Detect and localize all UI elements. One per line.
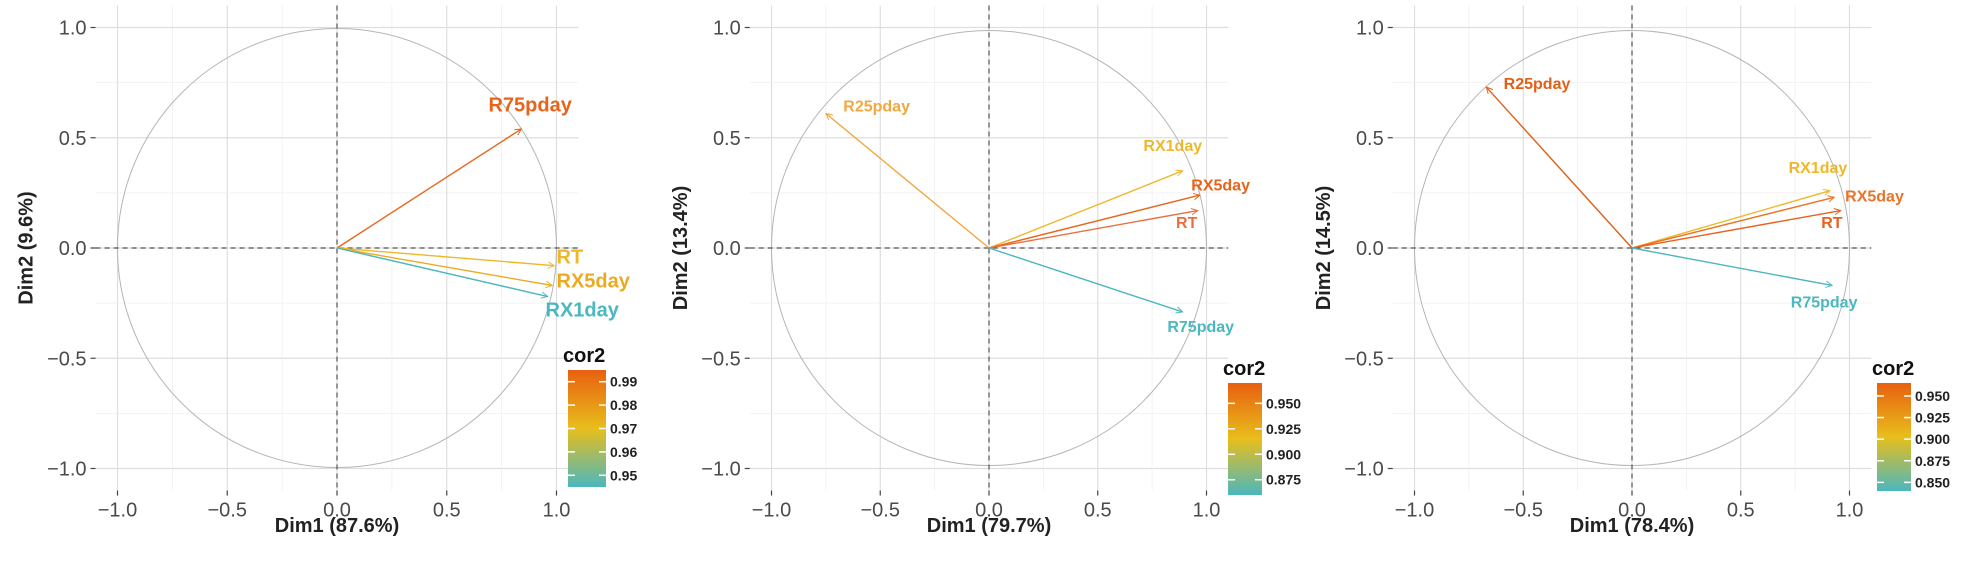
variable-label-rx1day: RX1day: [1789, 160, 1848, 177]
variable-arrows: R25pday RX1day RX5day RT R75pday: [826, 98, 1250, 336]
legend-colorbar: cor2 0.875 0.900 0.925 0.950: [1223, 358, 1301, 495]
arrow-rt: [1631, 211, 1841, 249]
x-tick-label: −0.5: [861, 500, 900, 522]
legend-gradient-bar: [1228, 383, 1262, 495]
y-tick-label: 0.0: [59, 238, 87, 260]
y-tick-label: −0.5: [47, 348, 86, 370]
arrow-rx5day: [336, 247, 552, 285]
y-tick-label: 0.0: [713, 238, 741, 260]
y-tick-label: −1.0: [701, 459, 740, 481]
legend-tick-label: 0.900: [1266, 446, 1301, 462]
x-axis-label: Dim1 (79.7%): [927, 515, 1052, 537]
variable-label-r25pday: R25pday: [1504, 76, 1571, 93]
legend-colorbar: cor2 0.95 0.96 0.97 0.98 0.99: [563, 345, 637, 487]
variable-label-rt: RT: [1176, 215, 1198, 232]
variable-label-rx1day: RX1day: [546, 299, 620, 321]
legend-tick-label: 0.97: [610, 421, 637, 437]
y-tick-label: −0.5: [701, 348, 740, 370]
arrow-rx1day: [336, 247, 548, 297]
y-tick-label: 0.0: [1356, 238, 1384, 260]
y-axis-label: Dim2 (14.5%): [1313, 186, 1335, 311]
arrow-r75pday: [1631, 247, 1832, 285]
x-tick-label: −0.5: [208, 500, 247, 522]
y-tick-label: 1.0: [1356, 18, 1384, 40]
x-tick-label: −1.0: [752, 500, 791, 522]
arrow-r25pday: [826, 113, 990, 249]
x-tick-label: 0.5: [1727, 500, 1755, 522]
x-tick-label: −1.0: [98, 500, 137, 522]
variable-label-r25pday: R25pday: [843, 98, 910, 115]
y-tick-label: 1.0: [59, 18, 87, 40]
legend-tick-label: 0.96: [610, 444, 637, 460]
chart-panel-2: −1.0 −1.0 −0.5 −0.5 0.0 0.0 0.5 0.5 1.0 1.0 Dim1 (…: [670, 5, 1301, 537]
arrow-rx1day: [1631, 191, 1830, 249]
x-tick-label: 0.0: [975, 500, 1003, 522]
y-axis-label: Dim2 (13.4%): [670, 186, 692, 311]
legend-tick-label: 0.99: [610, 374, 637, 390]
y-tick-label: −1.0: [47, 459, 86, 481]
legend-tick-label: 0.925: [1915, 410, 1950, 426]
variable-label-r75pday: R75pday: [488, 94, 572, 116]
x-tick-label: 1.0: [1836, 500, 1864, 522]
variable-arrows: R75pday RT RX5day RX1day: [336, 94, 631, 321]
x-tick-label: −0.5: [1504, 500, 1543, 522]
legend-tick-label: 0.98: [610, 397, 637, 413]
arrow-rt: [336, 247, 554, 266]
arrow-rt: [988, 211, 1198, 249]
arrow-rx5day: [1631, 197, 1834, 249]
variable-label-rx5day: RX5day: [1845, 189, 1904, 206]
legend-tick-label: 0.950: [1915, 388, 1950, 404]
y-tick-label: 0.5: [59, 128, 87, 150]
legend-tick-label: 0.950: [1266, 395, 1301, 411]
arrow-r25pday: [1486, 87, 1633, 249]
y-axis-label: Dim2 (9.6%): [16, 191, 38, 304]
legend-tick-label: 0.900: [1915, 431, 1950, 447]
variable-label-rt: RT: [557, 246, 584, 268]
variable-label-rx5day: RX5day: [1191, 178, 1250, 195]
x-axis-label: Dim1 (87.6%): [275, 515, 400, 537]
arrow-r75pday: [336, 128, 521, 249]
legend-title: cor2: [1872, 358, 1914, 380]
variable-label-rx1day: RX1day: [1143, 138, 1202, 155]
legend-title: cor2: [1223, 358, 1265, 380]
legend-tick-label: 0.925: [1266, 421, 1301, 437]
legend-tick-label: 0.850: [1915, 474, 1950, 490]
y-tick-label: 0.5: [1356, 128, 1384, 150]
variable-label-r75pday: R75pday: [1167, 319, 1234, 336]
y-tick-label: 0.5: [713, 128, 741, 150]
arrow-rx5day: [988, 195, 1200, 249]
y-tick-label: 1.0: [713, 18, 741, 40]
legend-title: cor2: [563, 345, 605, 367]
arrow-rx1day: [988, 171, 1183, 249]
chart-panel-3: −1.0 −1.0 −0.5 −0.5 0.0 0.0 0.5 0.5 1.0 1.0 Dim1 (…: [1313, 5, 1950, 537]
legend-tick-label: 0.875: [1266, 472, 1301, 488]
x-tick-label: 0.5: [433, 500, 461, 522]
x-tick-label: 0.0: [323, 500, 351, 522]
legend-tick-label: 0.95: [610, 467, 637, 483]
arrow-r75pday: [988, 247, 1183, 312]
variable-label-rt: RT: [1821, 215, 1843, 232]
legend-colorbar: cor2 0.850 0.875 0.900 0.925 0.950: [1872, 358, 1950, 491]
variable-label-r75pday: R75pday: [1791, 295, 1858, 312]
x-tick-label: 1.0: [543, 500, 571, 522]
x-tick-label: 1.0: [1193, 500, 1221, 522]
x-tick-label: 0.5: [1084, 500, 1112, 522]
x-axis-label: Dim1 (78.4%): [1570, 515, 1695, 537]
variable-label-rx5day: RX5day: [557, 271, 631, 293]
y-tick-label: −1.0: [1344, 459, 1383, 481]
y-tick-label: −0.5: [1344, 348, 1383, 370]
legend-tick-label: 0.875: [1915, 453, 1950, 469]
chart-panel-1: −1.0 −1.0 −0.5 −0.5 0.0 0.0 0.5 0.5 1.0 1.0 Dim1 (…: [16, 5, 637, 537]
x-tick-label: −1.0: [1395, 500, 1434, 522]
x-tick-label: 0.0: [1618, 500, 1646, 522]
legend-gradient-bar: [1877, 383, 1911, 491]
